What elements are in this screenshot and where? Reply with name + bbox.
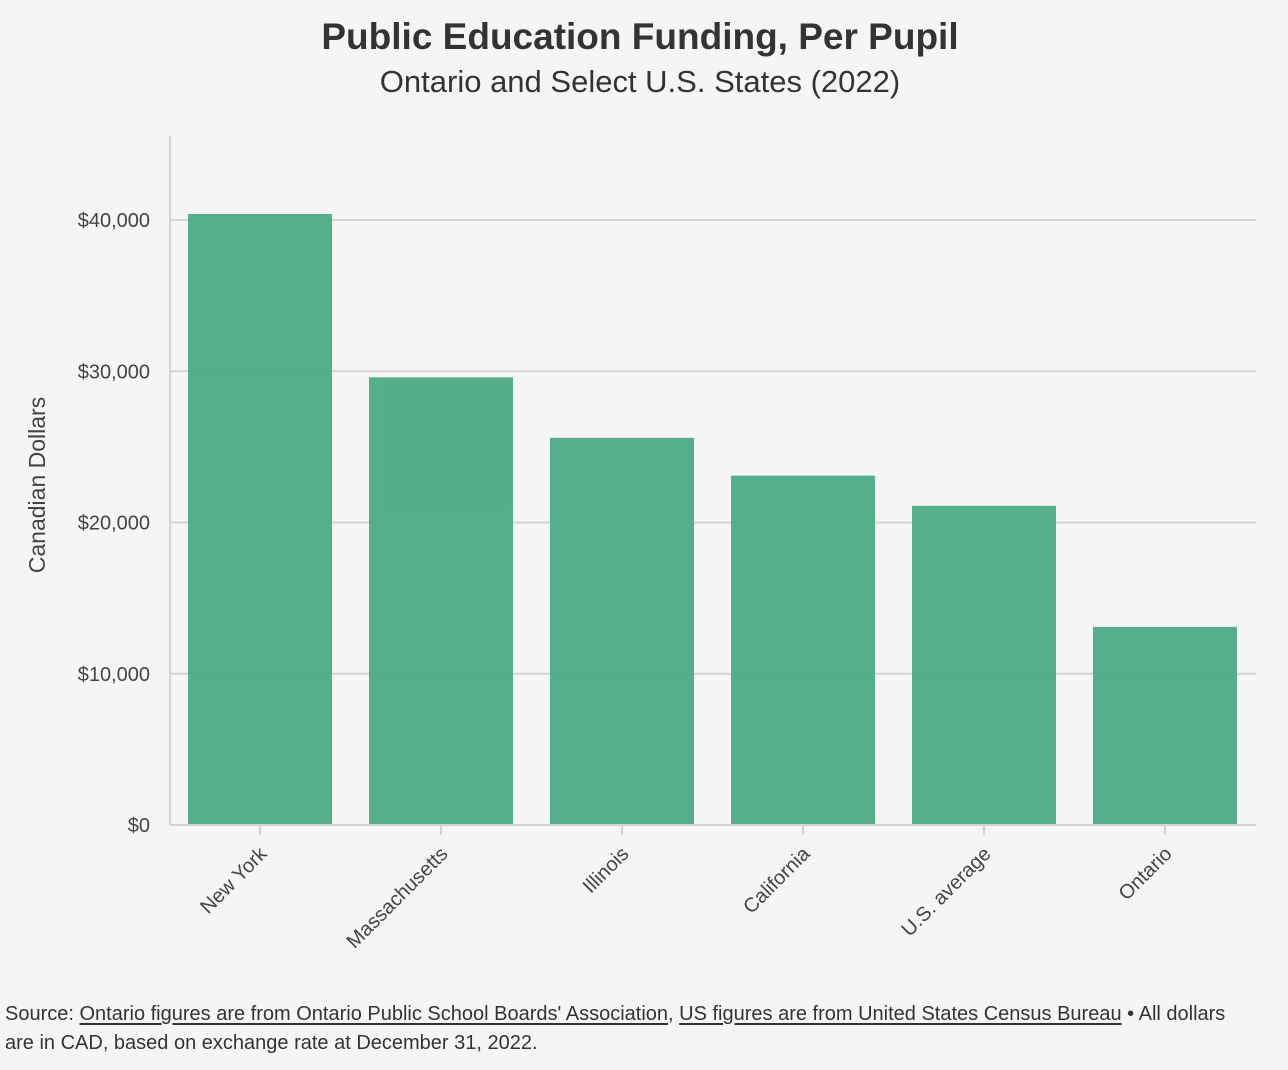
chart-subtitle: Ontario and Select U.S. States (2022) [379,64,901,99]
bar-chart: $0 $10,000 $20,000 $30,000 $40,000 New York Ma… [24,136,1256,953]
footer-note: • All dollars are in CAD, based on excha… [5,1003,1226,1054]
source-link-us-census[interactable]: US figures are from United States Census… [679,1003,1122,1025]
bar [731,475,875,825]
y-axis-label: Canadian Dollars [24,397,50,573]
y-tick-label: $30,000 [78,361,150,383]
y-tick-label: $20,000 [78,513,150,535]
bar [550,437,694,825]
x-tick-label: California [739,842,815,918]
y-tick-label: $10,000 [78,664,150,686]
bar [912,505,1056,825]
source-prefix: Source: [5,1003,80,1025]
x-tick-label: Ontario [1115,843,1177,905]
y-tick-label: $0 [128,815,150,837]
source-separator: , [668,1003,680,1025]
y-tick-label: $40,000 [78,210,150,232]
x-tick-label: U.S. average [897,843,995,941]
chart-footer: Source: Ontario figures are from Ontario… [5,1000,1245,1058]
bar [188,213,332,825]
x-tick-label: Massachusetts [343,843,453,953]
source-link-ontario[interactable]: Ontario figures are from Ontario Public … [79,1003,669,1025]
x-tick-label: Illinois [579,843,634,898]
chart-title: Public Education Funding, Per Pupil [321,16,959,57]
bar [369,377,513,825]
x-tick-label: New York [196,842,272,918]
bar [1093,626,1237,825]
